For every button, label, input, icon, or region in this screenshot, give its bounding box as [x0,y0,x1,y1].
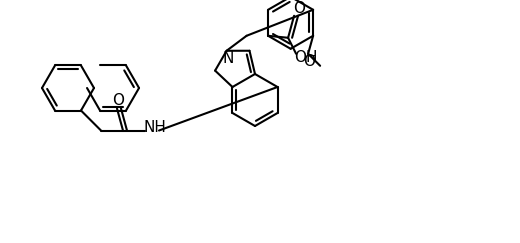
Text: N: N [223,51,235,66]
Text: O: O [293,1,305,16]
Text: O: O [112,93,124,108]
Text: NH: NH [144,120,166,135]
Text: O: O [303,54,315,69]
Text: OH: OH [294,50,318,65]
